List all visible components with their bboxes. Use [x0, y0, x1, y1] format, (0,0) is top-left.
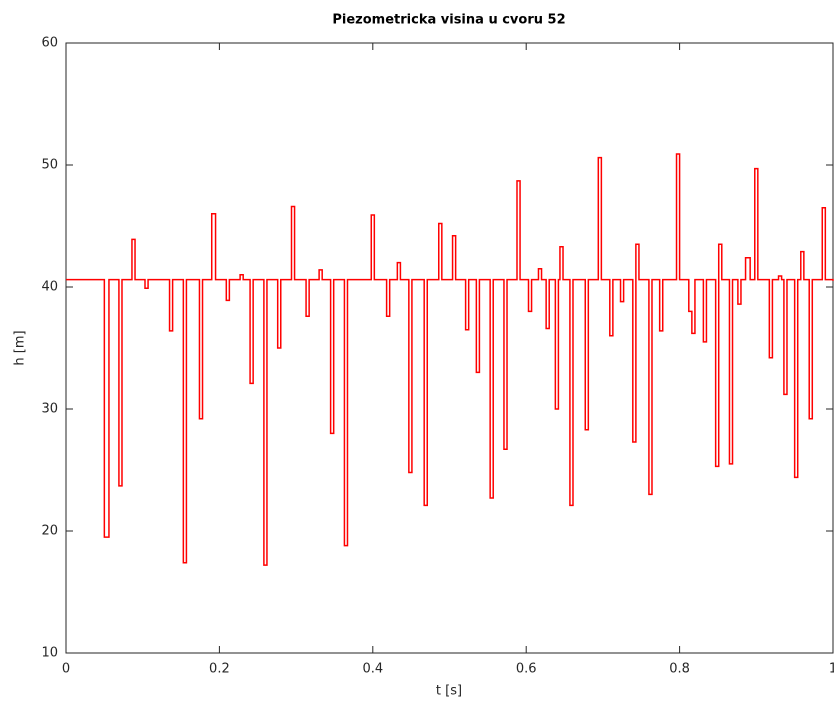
x-tick-label: 0.6	[516, 662, 537, 677]
x-axis-label: t [s]	[436, 684, 462, 699]
y-tick-label: 60	[41, 36, 58, 51]
x-tick-label: 0	[62, 662, 70, 677]
chart-title: Piezometricka visina u cvoru 52	[332, 13, 565, 28]
x-tick-label: 0.8	[669, 662, 690, 677]
y-tick-label: 30	[41, 402, 58, 417]
y-axis-label: h [m]	[13, 330, 28, 365]
y-tick-label: 20	[41, 524, 58, 539]
x-tick-label: 1	[829, 662, 834, 677]
plot-area	[65, 42, 834, 654]
y-tick-label: 10	[41, 646, 58, 661]
line	[66, 153, 834, 566]
x-tick-label: 0.2	[209, 662, 230, 677]
y-tick-label: 50	[41, 158, 58, 173]
x-tick-label: 0.4	[362, 662, 383, 677]
y-tick-label: 40	[41, 280, 58, 295]
